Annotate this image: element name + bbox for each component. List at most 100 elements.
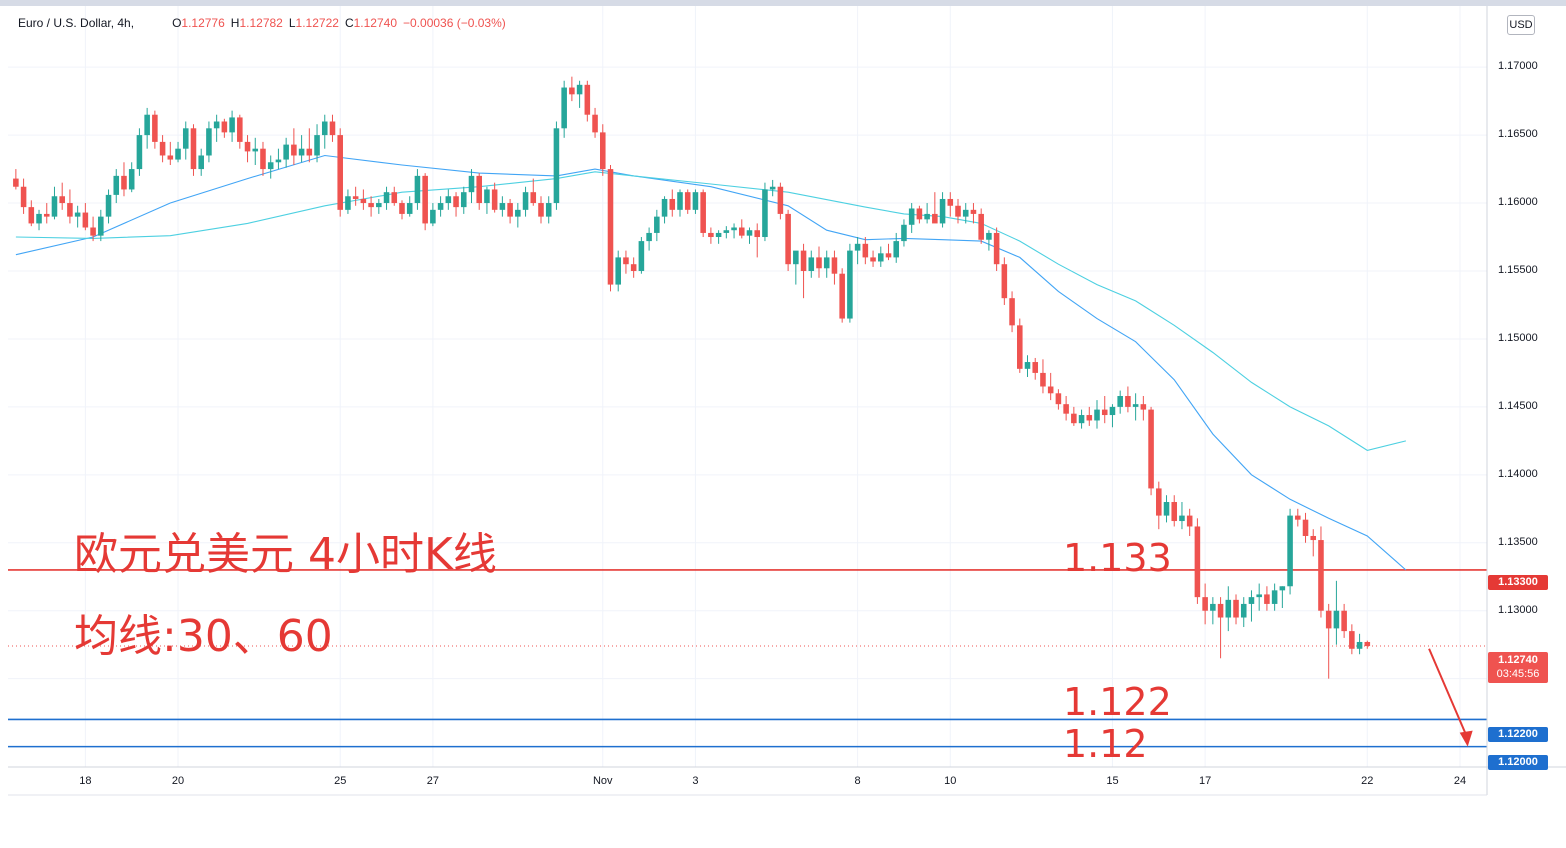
candle-body [1279,586,1286,591]
time-tick-label: 8 [854,775,861,787]
change-value: −0.00036 (−0.03%) [403,16,506,30]
candle [793,250,799,285]
candle-body [901,224,907,242]
candle [777,182,784,220]
candle [592,107,598,138]
candle [1364,640,1371,649]
time-tick-label: 22 [1361,775,1374,787]
candle [1063,396,1069,421]
candle [1349,624,1355,655]
candle-body [321,121,328,136]
candle-body [947,198,954,206]
candle-body [893,241,900,258]
candle-body [553,128,560,204]
candle [615,250,621,292]
candle-body [1264,594,1270,604]
candle-body [28,207,35,224]
candle [213,114,220,142]
chart-title-annotation: 欧元兑美元 4小时K线 [74,529,497,580]
candle [105,189,112,224]
candle-body [1186,515,1193,527]
candle [661,196,668,224]
candle-body [1295,515,1301,520]
price-tick-label: 1.13500 [1498,535,1538,548]
candle-body [970,209,977,214]
open-value: 1.12776 [181,16,225,30]
candle [530,178,537,206]
candle-body [491,189,498,210]
candle-body [499,203,506,210]
candle-body [808,257,815,271]
ohlc-legend: Euro / U.S. Dollar, 4h, O1.12776 H1.12782 L… [18,16,506,30]
candle [453,192,459,217]
candle-body [291,144,297,156]
candle-body [615,257,621,285]
candle [1001,257,1008,305]
candle-body [1271,590,1278,604]
candle-body [862,243,869,258]
candle-body [924,213,930,220]
time-tick-label: 20 [171,775,185,787]
candle [1302,512,1309,543]
candle [515,203,521,228]
candle [623,250,629,274]
candle [352,186,359,206]
currency-button[interactable]: USD [1507,15,1535,35]
candle-body [599,132,606,170]
candle-body [661,198,668,217]
candle-body [1032,362,1039,373]
candle-body [1225,599,1232,618]
candle-body [1140,404,1147,410]
candle [839,268,845,323]
price-tick-label: 1.15000 [1498,331,1538,344]
candles [13,76,1371,679]
candle [1032,357,1039,380]
candle-body [731,227,737,231]
candle [1225,586,1232,632]
candle [1009,291,1015,333]
candle-body [777,186,784,214]
candle [1240,597,1247,628]
candle-body [576,84,583,95]
candle-body [468,175,475,193]
candle [955,198,961,224]
candle-body [1055,393,1062,405]
moving-average-line [15,171,1407,451]
candle-body [283,144,289,160]
candle [1132,393,1139,421]
bar-countdown: 03:45:56 [1496,668,1540,680]
candle-body [1047,386,1054,394]
candle-body [437,203,444,210]
candle [244,135,251,163]
candle-body [206,128,212,156]
candle [1256,583,1262,611]
candle [1194,518,1201,604]
candle [654,209,660,242]
candle-body [885,253,892,258]
candle-body [360,198,367,204]
candle-body [816,257,822,269]
open-label: O [172,16,182,30]
candle [986,230,992,251]
candle [538,196,544,224]
candle-body [854,243,861,251]
candle-body [229,117,235,133]
candle-body [352,196,359,199]
candle-body [306,148,313,156]
candle [491,182,498,213]
candle-body [823,257,830,269]
candle [28,200,35,227]
candle-body [1117,396,1123,407]
candle-body [1094,409,1100,421]
moving-averages [15,154,1407,571]
candle [1248,590,1255,622]
candle [1125,386,1131,413]
candle-body [1109,406,1116,416]
candle [700,189,706,238]
candle [762,182,768,242]
candle [893,232,900,263]
candle [20,178,27,214]
candle-body [1256,594,1262,598]
